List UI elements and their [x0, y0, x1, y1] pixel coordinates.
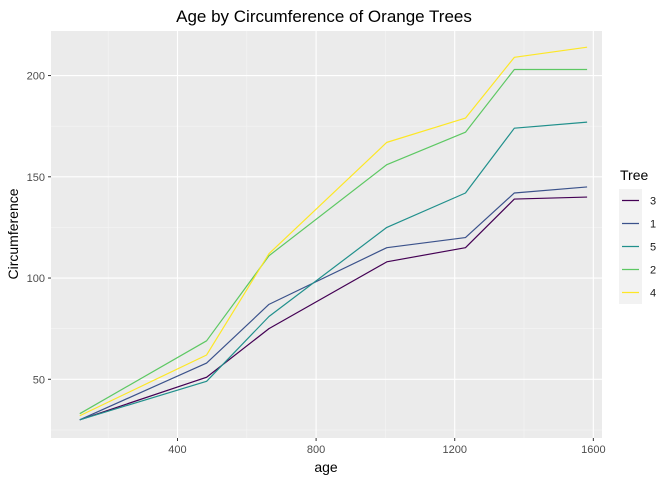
plot-panel — [51, 31, 602, 438]
legend-label: 2 — [650, 265, 656, 277]
legend-label: 5 — [650, 242, 656, 254]
series-line-tree-1 — [79, 186, 588, 421]
legend-item-tree-2: 2 — [619, 258, 656, 281]
grid-minor-lines — [51, 31, 602, 438]
series-line-tree-3 — [79, 196, 588, 421]
grid-major-lines — [51, 31, 602, 438]
y-axis-ticks: 50 100 150 200 — [27, 71, 51, 386]
chart-title: Age by Circumference of Orange Trees — [176, 7, 472, 26]
x-tick-label: 400 — [168, 444, 186, 456]
legend-item-tree-5: 5 — [619, 235, 656, 258]
legend-item-tree-4: 4 — [619, 281, 656, 304]
x-axis-title: age — [314, 459, 338, 475]
legend-item-tree-3: 3 — [619, 189, 656, 212]
y-tick-label: 100 — [27, 273, 45, 285]
series-line-tree-5 — [79, 121, 588, 421]
x-tick-label: 1200 — [442, 444, 466, 456]
legend-label: 1 — [650, 219, 656, 231]
legend-label: 3 — [650, 196, 656, 208]
legend-keys: 3 1 5 2 4 — [619, 189, 656, 304]
series-line-tree-2 — [79, 68, 588, 415]
x-tick-label: 800 — [307, 444, 325, 456]
y-axis-title: Circumference — [5, 188, 21, 279]
y-tick-label: 150 — [27, 172, 45, 184]
series-line-tree-4 — [79, 46, 588, 417]
x-axis-ticks: 400 800 1200 1600 — [168, 438, 606, 456]
y-tick-label: 50 — [33, 374, 45, 386]
x-tick-label: 1600 — [581, 444, 605, 456]
legend-item-tree-1: 1 — [619, 212, 656, 235]
legend-label: 4 — [650, 288, 656, 300]
legend-title: Tree — [620, 167, 648, 183]
y-tick-label: 200 — [27, 71, 45, 83]
series-lines — [79, 46, 588, 421]
legend: Tree 3 1 5 2 4 — [619, 167, 656, 304]
